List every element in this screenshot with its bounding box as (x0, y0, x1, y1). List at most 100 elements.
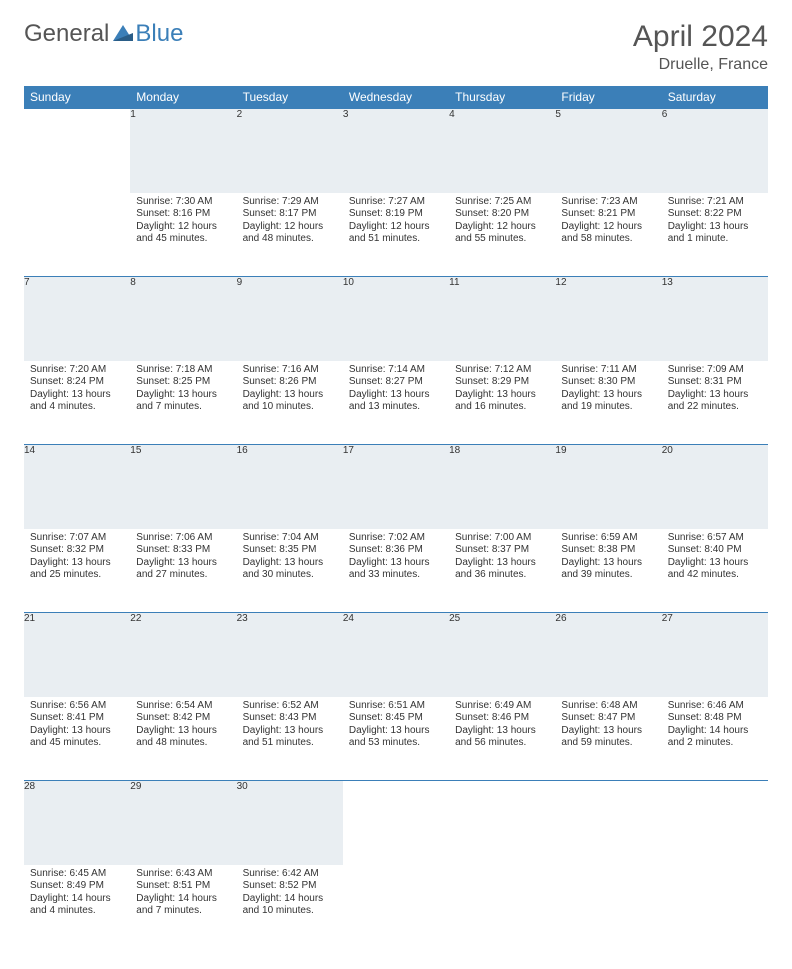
day-cell-body: Sunrise: 7:25 AMSunset: 8:20 PMDaylight:… (449, 193, 555, 252)
day-cell-body: Sunrise: 6:48 AMSunset: 8:47 PMDaylight:… (555, 697, 661, 756)
day-number: 23 (237, 613, 343, 697)
day-cell-body: Sunrise: 7:11 AMSunset: 8:30 PMDaylight:… (555, 361, 661, 420)
sunrise-text: Sunrise: 6:42 AM (243, 868, 337, 881)
day-number: 28 (24, 781, 130, 865)
day-cell-empty (555, 865, 661, 949)
sunrise-text: Sunrise: 7:20 AM (30, 364, 124, 377)
sunrise-text: Sunrise: 6:56 AM (30, 700, 124, 713)
day-cell: Sunrise: 7:00 AMSunset: 8:37 PMDaylight:… (449, 529, 555, 613)
sunrise-text: Sunrise: 7:27 AM (349, 196, 443, 209)
day-cell-body: Sunrise: 6:42 AMSunset: 8:52 PMDaylight:… (237, 865, 343, 924)
weekday-header: Tuesday (237, 86, 343, 109)
day-cell: Sunrise: 6:49 AMSunset: 8:46 PMDaylight:… (449, 697, 555, 781)
week-row: Sunrise: 6:45 AMSunset: 8:49 PMDaylight:… (24, 865, 768, 949)
day-number: 24 (343, 613, 449, 697)
week-row: Sunrise: 7:07 AMSunset: 8:32 PMDaylight:… (24, 529, 768, 613)
daylight-text: Daylight: 13 hours and 16 minutes. (455, 389, 549, 414)
week-row: Sunrise: 7:30 AMSunset: 8:16 PMDaylight:… (24, 193, 768, 277)
sunrise-text: Sunrise: 7:23 AM (561, 196, 655, 209)
sunrise-text: Sunrise: 7:09 AM (668, 364, 762, 377)
day-cell: Sunrise: 6:45 AMSunset: 8:49 PMDaylight:… (24, 865, 130, 949)
day-cell-body: Sunrise: 7:06 AMSunset: 8:33 PMDaylight:… (130, 529, 236, 588)
sunset-text: Sunset: 8:26 PM (243, 376, 337, 389)
daylight-text: Daylight: 13 hours and 25 minutes. (30, 557, 124, 582)
sunrise-text: Sunrise: 7:21 AM (668, 196, 762, 209)
sunset-text: Sunset: 8:48 PM (668, 712, 762, 725)
day-number: 9 (237, 277, 343, 361)
sunrise-text: Sunrise: 7:14 AM (349, 364, 443, 377)
day-number: 21 (24, 613, 130, 697)
day-number: 3 (343, 109, 449, 193)
daylight-text: Daylight: 13 hours and 39 minutes. (561, 557, 655, 582)
day-cell: Sunrise: 7:09 AMSunset: 8:31 PMDaylight:… (662, 361, 768, 445)
sunrise-text: Sunrise: 6:46 AM (668, 700, 762, 713)
daylight-text: Daylight: 13 hours and 7 minutes. (136, 389, 230, 414)
day-cell: Sunrise: 6:59 AMSunset: 8:38 PMDaylight:… (555, 529, 661, 613)
day-number: 30 (237, 781, 343, 865)
sunrise-text: Sunrise: 6:52 AM (243, 700, 337, 713)
weekday-header: Sunday (24, 86, 130, 109)
day-number: 17 (343, 445, 449, 529)
daynum-row: 14151617181920 (24, 445, 768, 529)
day-cell: Sunrise: 7:14 AMSunset: 8:27 PMDaylight:… (343, 361, 449, 445)
day-cell-empty (449, 865, 555, 949)
day-cell-body: Sunrise: 7:12 AMSunset: 8:29 PMDaylight:… (449, 361, 555, 420)
day-cell: Sunrise: 7:02 AMSunset: 8:36 PMDaylight:… (343, 529, 449, 613)
daylight-text: Daylight: 13 hours and 59 minutes. (561, 725, 655, 750)
logo-mark-icon (113, 20, 133, 48)
day-cell-body: Sunrise: 6:46 AMSunset: 8:48 PMDaylight:… (662, 697, 768, 756)
daynum-row: 123456 (24, 109, 768, 193)
day-number-empty (449, 781, 555, 865)
weekday-header: Monday (130, 86, 236, 109)
daynum-row: 78910111213 (24, 277, 768, 361)
daynum-row: 282930 (24, 781, 768, 865)
day-cell: Sunrise: 6:51 AMSunset: 8:45 PMDaylight:… (343, 697, 449, 781)
day-number-empty (24, 109, 130, 193)
day-number-empty (343, 781, 449, 865)
day-cell: Sunrise: 7:06 AMSunset: 8:33 PMDaylight:… (130, 529, 236, 613)
day-cell: Sunrise: 7:11 AMSunset: 8:30 PMDaylight:… (555, 361, 661, 445)
daynum-row: 21222324252627 (24, 613, 768, 697)
sunset-text: Sunset: 8:35 PM (243, 544, 337, 557)
sunset-text: Sunset: 8:17 PM (243, 208, 337, 221)
day-cell-body: Sunrise: 7:23 AMSunset: 8:21 PMDaylight:… (555, 193, 661, 252)
sunrise-text: Sunrise: 7:06 AM (136, 532, 230, 545)
sunset-text: Sunset: 8:42 PM (136, 712, 230, 725)
day-number: 5 (555, 109, 661, 193)
day-number: 14 (24, 445, 130, 529)
sunrise-text: Sunrise: 7:12 AM (455, 364, 549, 377)
day-cell: Sunrise: 7:25 AMSunset: 8:20 PMDaylight:… (449, 193, 555, 277)
daylight-text: Daylight: 13 hours and 53 minutes. (349, 725, 443, 750)
day-cell-body: Sunrise: 6:45 AMSunset: 8:49 PMDaylight:… (24, 865, 130, 924)
daylight-text: Daylight: 12 hours and 58 minutes. (561, 221, 655, 246)
sunrise-text: Sunrise: 6:59 AM (561, 532, 655, 545)
sunrise-text: Sunrise: 6:49 AM (455, 700, 549, 713)
sunset-text: Sunset: 8:22 PM (668, 208, 762, 221)
sunrise-text: Sunrise: 7:02 AM (349, 532, 443, 545)
weekday-header: Wednesday (343, 86, 449, 109)
sunrise-text: Sunrise: 6:54 AM (136, 700, 230, 713)
day-cell: Sunrise: 6:56 AMSunset: 8:41 PMDaylight:… (24, 697, 130, 781)
sunset-text: Sunset: 8:51 PM (136, 880, 230, 893)
sunrise-text: Sunrise: 6:51 AM (349, 700, 443, 713)
day-number: 29 (130, 781, 236, 865)
day-number: 18 (449, 445, 555, 529)
sunset-text: Sunset: 8:32 PM (30, 544, 124, 557)
day-number: 19 (555, 445, 661, 529)
day-cell: Sunrise: 7:04 AMSunset: 8:35 PMDaylight:… (237, 529, 343, 613)
day-number: 22 (130, 613, 236, 697)
day-cell-body: Sunrise: 7:21 AMSunset: 8:22 PMDaylight:… (662, 193, 768, 252)
daylight-text: Daylight: 13 hours and 10 minutes. (243, 389, 337, 414)
sunrise-text: Sunrise: 7:30 AM (136, 196, 230, 209)
daylight-text: Daylight: 14 hours and 2 minutes. (668, 725, 762, 750)
day-cell-body: Sunrise: 7:07 AMSunset: 8:32 PMDaylight:… (24, 529, 130, 588)
daylight-text: Daylight: 12 hours and 51 minutes. (349, 221, 443, 246)
day-cell-body: Sunrise: 7:02 AMSunset: 8:36 PMDaylight:… (343, 529, 449, 588)
day-number: 13 (662, 277, 768, 361)
day-cell-body: Sunrise: 6:49 AMSunset: 8:46 PMDaylight:… (449, 697, 555, 756)
sunset-text: Sunset: 8:29 PM (455, 376, 549, 389)
sunset-text: Sunset: 8:19 PM (349, 208, 443, 221)
day-cell-body: Sunrise: 6:56 AMSunset: 8:41 PMDaylight:… (24, 697, 130, 756)
day-cell: Sunrise: 6:54 AMSunset: 8:42 PMDaylight:… (130, 697, 236, 781)
title-block: April 2024 Druelle, France (633, 20, 768, 74)
